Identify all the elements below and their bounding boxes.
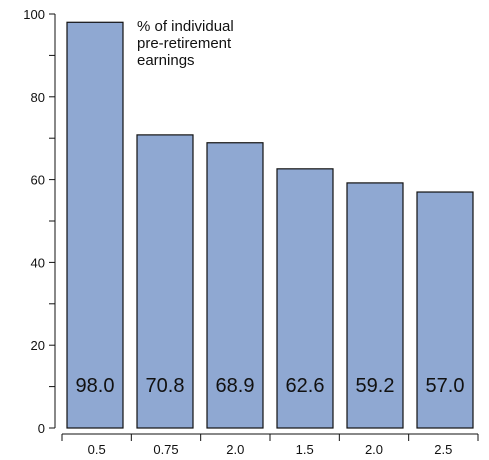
y-tick-label: 0 xyxy=(38,421,45,436)
bar-value-label: 57.0 xyxy=(426,375,465,397)
x-axis: 0.5 0.75 2.0 1.5 2.0 2.5 xyxy=(61,433,479,457)
x-tick-label: 1.5 xyxy=(296,442,314,457)
x-tick-label: 2.0 xyxy=(365,442,383,457)
bar xyxy=(346,182,404,429)
bar xyxy=(66,21,124,429)
bar xyxy=(276,168,334,429)
bar-value-label: 68.9 xyxy=(216,375,255,397)
annotation-line-2: pre-retirement xyxy=(137,35,232,52)
annotation-line-1: % of individual xyxy=(137,18,234,35)
chart-annotation: % of individual pre-retirement earnings xyxy=(137,18,234,69)
bars: 98.0 70.8 68.9 62.6 59.2 57.0 xyxy=(66,21,474,429)
annotation-line-3: earnings xyxy=(137,52,195,69)
bar-value-label: 70.8 xyxy=(146,375,185,397)
y-tick-label: 60 xyxy=(31,173,45,188)
x-tick-label: 0.75 xyxy=(153,442,178,457)
bar-value-label: 59.2 xyxy=(356,375,395,397)
x-tick-label: 0.5 xyxy=(88,442,106,457)
bar xyxy=(206,142,264,429)
bar xyxy=(136,134,194,429)
y-tick-label: 100 xyxy=(23,7,45,22)
x-tick-label: 2.0 xyxy=(226,442,244,457)
bar-value-label: 98.0 xyxy=(76,375,115,397)
y-axis: 0 20 40 60 80 100 xyxy=(23,7,56,436)
y-tick-label: 40 xyxy=(31,255,45,270)
bar xyxy=(416,191,474,429)
x-tick-label: 2.5 xyxy=(434,442,452,457)
y-tick-label: 20 xyxy=(31,338,45,353)
bar-value-label: 62.6 xyxy=(286,375,325,397)
y-tick-label: 80 xyxy=(31,90,45,105)
